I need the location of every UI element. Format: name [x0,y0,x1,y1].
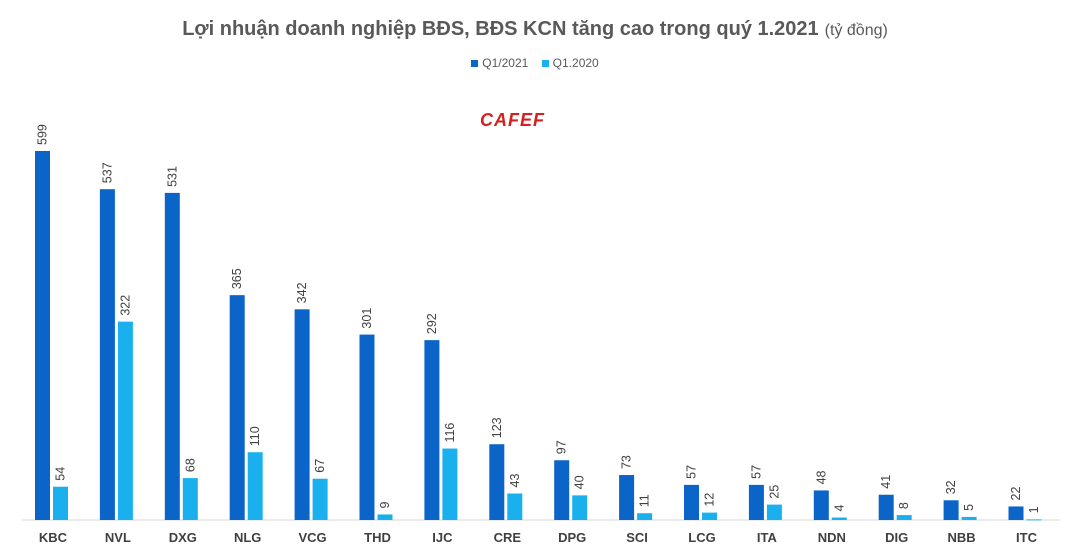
data-label-vcg-series-1: 342 [295,282,309,303]
legend-label-series-1: Q1/2021 [482,56,529,70]
bar-dpg-series-2 [572,495,588,520]
bar-lcg-series-1 [684,484,699,520]
data-label-nbb-series-2: 5 [962,504,976,511]
category-label-cre: CRE [494,530,522,545]
data-label-dig-series-2: 8 [897,502,911,509]
legend-swatch-series-2 [541,60,549,68]
chart-title: Lợi nhuận doanh nghiệp BĐS, BĐS KCN tăng… [182,18,819,40]
bar-nlg-series-1 [229,295,245,520]
chart-title-block: Lợi nhuận doanh nghiệp BĐS, BĐS KCN tăng… [0,18,1070,41]
legend-item-series-1: Q1/2021 [471,56,528,70]
bar-kbc-series-1 [35,151,50,520]
data-label-ijc-series-1: 292 [425,313,439,334]
bar-ita-series-2 [766,504,782,520]
data-label-thd-series-1: 301 [360,308,374,329]
data-label-itc-series-2: 1 [1027,506,1041,513]
category-label-kbc: KBC [39,530,68,545]
data-label-ita-series-1: 57 [749,465,763,479]
bar-kbc-series-2 [53,486,68,520]
category-label-ijc: IJC [432,530,453,545]
data-label-dpg-series-1: 97 [555,440,569,454]
data-label-nvl-series-2: 322 [118,295,132,316]
bar-nbb-series-2 [961,516,977,520]
data-label-nlg-series-1: 365 [230,268,244,289]
category-label-dpg: DPG [558,530,586,545]
category-label-thd: THD [364,530,391,545]
legend-label-series-2: Q1.2020 [552,56,599,70]
data-label-ndn-series-2: 4 [832,505,846,512]
bar-vcg-series-1 [294,309,310,520]
legend: Q1/2021 Q1.2020 [0,56,1070,70]
data-label-cre-series-1: 123 [490,417,504,438]
data-label-ita-series-2: 25 [767,485,781,499]
data-label-dxg-series-1: 531 [165,166,179,187]
bar-dxg-series-1 [164,192,180,520]
category-label-ndn: NDN [818,530,846,545]
category-label-vcg: VCG [299,530,327,545]
data-label-nlg-series-2: 110 [248,426,262,446]
data-label-cre-series-2: 43 [508,474,522,488]
category-label-ita: ITA [757,530,778,545]
data-label-lcg-series-2: 12 [703,493,717,507]
bar-itc-series-1 [1008,506,1024,520]
bar-nvl-series-1 [99,189,115,520]
bar-dpg-series-1 [554,460,570,520]
bar-ita-series-1 [748,484,764,520]
bar-nbb-series-1 [943,500,959,520]
bar-dxg-series-2 [182,478,198,520]
cafef-logo: CAFEF [480,110,545,130]
category-label-nvl: NVL [105,530,131,545]
data-label-nvl-series-1: 537 [100,162,114,183]
data-label-ijc-series-2: 116 [443,423,457,443]
data-label-dxg-series-2: 68 [183,458,197,472]
data-label-ndn-series-1: 48 [814,470,828,484]
data-label-lcg-series-1: 57 [685,465,699,479]
bar-lcg-series-2 [702,512,717,520]
data-label-itc-series-1: 22 [1009,486,1023,500]
data-label-dpg-series-2: 40 [573,475,587,489]
bar-vcg-series-2 [312,478,328,520]
bar-cre-series-2 [507,493,523,520]
bar-ijc-series-2 [442,448,458,520]
bar-nvl-series-2 [117,321,133,520]
bar-sci-series-1 [619,475,635,520]
data-label-sci-series-1: 73 [620,455,634,469]
category-label-dxg: DXG [169,530,197,545]
category-label-nbb: NBB [948,530,976,545]
bar-cre-series-1 [489,444,505,520]
legend-item-series-2: Q1.2020 [541,56,599,70]
chart-subtitle: (tỷ đồng) [824,22,888,39]
data-label-sci-series-2: 11 [638,494,652,507]
bar-thd-series-2 [377,514,393,520]
data-label-vcg-series-2: 67 [313,459,327,473]
data-label-kbc-series-1: 599 [36,124,50,145]
bar-dig-series-1 [878,494,894,520]
category-label-sci: SCI [626,530,648,545]
bar-itc-series-2 [1026,519,1042,521]
data-label-thd-series-2: 9 [378,501,392,508]
legend-swatch-series-1 [471,60,479,68]
data-label-nbb-series-1: 32 [944,480,958,494]
bar-sci-series-2 [637,513,653,520]
bar-ndn-series-2 [831,517,847,520]
bar-dig-series-2 [896,515,912,520]
data-label-kbc-series-2: 54 [54,467,68,481]
bar-ndn-series-1 [813,490,829,520]
bar-thd-series-1 [359,334,375,520]
data-label-dig-series-1: 41 [879,475,893,489]
bar-nlg-series-2 [247,452,263,520]
category-label-nlg: NLG [234,530,261,545]
category-label-itc: ITC [1016,530,1038,545]
bar-ijc-series-1 [424,340,440,520]
category-label-lcg: LCG [688,530,715,545]
category-label-dig: DIG [885,530,908,545]
